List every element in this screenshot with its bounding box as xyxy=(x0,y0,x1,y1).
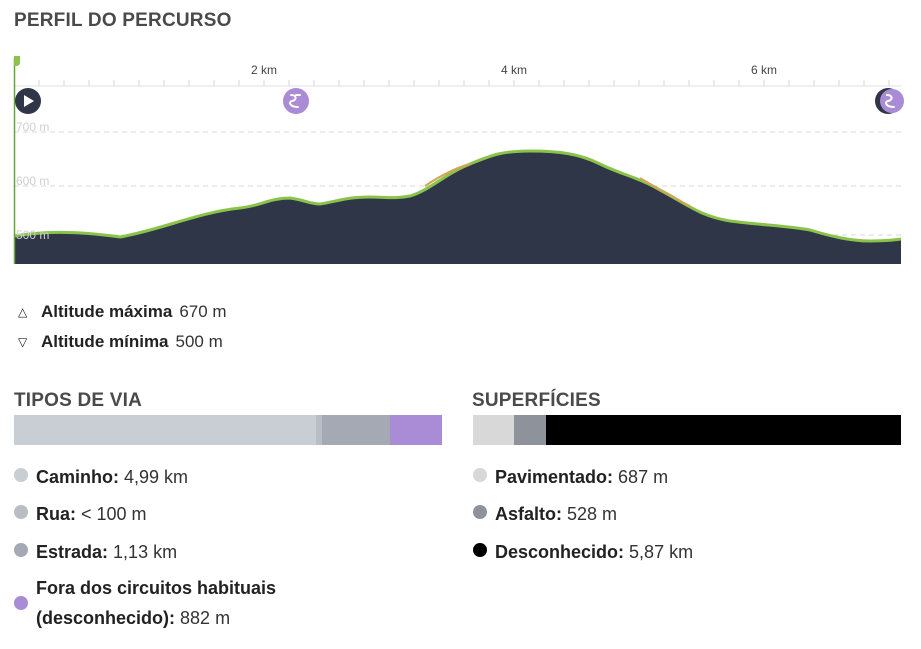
elevation-highlight-segment xyxy=(424,163,471,187)
road-type-bar-segment[interactable] xyxy=(315,415,322,445)
surface-bar-segment[interactable] xyxy=(514,415,547,445)
surface-name: Pavimentado: xyxy=(495,467,614,487)
road-type-item-caminho[interactable]: Caminho: 4,99 km xyxy=(14,462,434,492)
road-type-value: < 100 m xyxy=(81,504,147,524)
road-type-name: Estrada: xyxy=(36,542,109,562)
surfaces-legend: Pavimentado: 687 m Asfalto: 528 m Descon… xyxy=(473,462,903,582)
surface-bar-segment[interactable] xyxy=(546,415,901,445)
surfaces-title: SUPERFÍCIES xyxy=(472,390,601,411)
elevation-area xyxy=(14,151,901,264)
max-altitude-label: Altitude máxima xyxy=(41,302,173,321)
distance-axis-minor-ticks xyxy=(38,80,890,86)
surface-item-asfalto[interactable]: Asfalto: 528 m xyxy=(473,499,893,529)
road-type-item-rua[interactable]: Rua: < 100 m xyxy=(14,499,434,529)
legend-dot xyxy=(14,596,28,610)
elevation-profile-title: PERFIL DO PERCURSO xyxy=(14,10,232,31)
legend-dot xyxy=(473,543,487,557)
road-type-value: 882 m xyxy=(180,608,231,628)
distance-tick-label: 2 km xyxy=(251,63,277,77)
play-icon xyxy=(24,95,34,107)
elevation-tick-label: 700 m xyxy=(16,120,49,134)
surface-item-pavimentado[interactable]: Pavimentado: 687 m xyxy=(473,462,893,492)
surfaces-bar[interactable] xyxy=(473,415,901,445)
distance-tick-label: 6 km xyxy=(751,63,777,77)
road-type-bar-segment[interactable] xyxy=(14,415,316,445)
finish-icon xyxy=(885,94,895,108)
surface-item-desconhecido[interactable]: Desconhecido: 5,87 km xyxy=(473,537,893,567)
waypoint-marker[interactable] xyxy=(283,88,309,114)
road-type-value: 1,13 km xyxy=(113,542,178,562)
elevation-tick-label: 600 m xyxy=(16,174,49,188)
road-type-name: Fora dos circuitos habituais xyxy=(36,578,277,598)
legend-dot xyxy=(14,543,28,557)
position-cursor-handle[interactable] xyxy=(14,56,20,66)
surface-bar-segment[interactable] xyxy=(473,415,515,445)
road-types-legend: Caminho: 4,99 km Rua: < 100 m Estrada: 1… xyxy=(14,462,444,642)
surface-value: 687 m xyxy=(618,467,669,487)
min-altitude-label: Altitude mínima xyxy=(41,332,169,351)
elevation-tick-label: 500 m xyxy=(16,228,49,242)
road-types-bar[interactable] xyxy=(14,415,442,445)
max-altitude-stat: △ Altitude máxima 670 m xyxy=(18,302,227,322)
road-type-value: 4,99 km xyxy=(124,467,189,487)
road-type-bar-segment[interactable] xyxy=(390,415,442,445)
surface-name: Desconhecido: xyxy=(495,542,625,562)
road-type-name: Caminho: xyxy=(36,467,119,487)
surface-value: 528 m xyxy=(567,504,618,524)
legend-dot xyxy=(473,505,487,519)
distance-tick-label: 4 km xyxy=(501,63,527,77)
triangle-down-icon: ▽ xyxy=(18,335,28,349)
road-type-bar-segment[interactable] xyxy=(321,415,391,445)
surface-name: Asfalto: xyxy=(495,504,562,524)
triangle-up-icon: △ xyxy=(18,305,28,319)
road-type-name: Rua: xyxy=(36,504,76,524)
elevation-profile-chart[interactable]: 2 km 4 km 6 km 700 m 600 m 500 m xyxy=(0,50,921,266)
finish-marker[interactable] xyxy=(875,88,904,114)
max-altitude-value: 670 m xyxy=(179,302,227,321)
elevation-highlight-segment xyxy=(639,177,691,207)
road-type-name-continued: (desconhecido): xyxy=(36,608,176,628)
min-altitude-value: 500 m xyxy=(175,332,223,351)
legend-dot xyxy=(473,468,487,482)
legend-dot xyxy=(14,468,28,482)
route-icon xyxy=(289,94,301,108)
legend-dot xyxy=(14,505,28,519)
road-types-title: TIPOS DE VIA xyxy=(14,390,143,411)
road-type-item-fora-dos-circuitos[interactable]: Fora dos circuitos habituais (desconheci… xyxy=(14,573,434,633)
surface-value: 5,87 km xyxy=(629,542,694,562)
road-type-item-estrada[interactable]: Estrada: 1,13 km xyxy=(14,537,434,567)
start-marker[interactable] xyxy=(15,88,41,114)
min-altitude-stat: ▽ Altitude mínima 500 m xyxy=(18,332,223,352)
